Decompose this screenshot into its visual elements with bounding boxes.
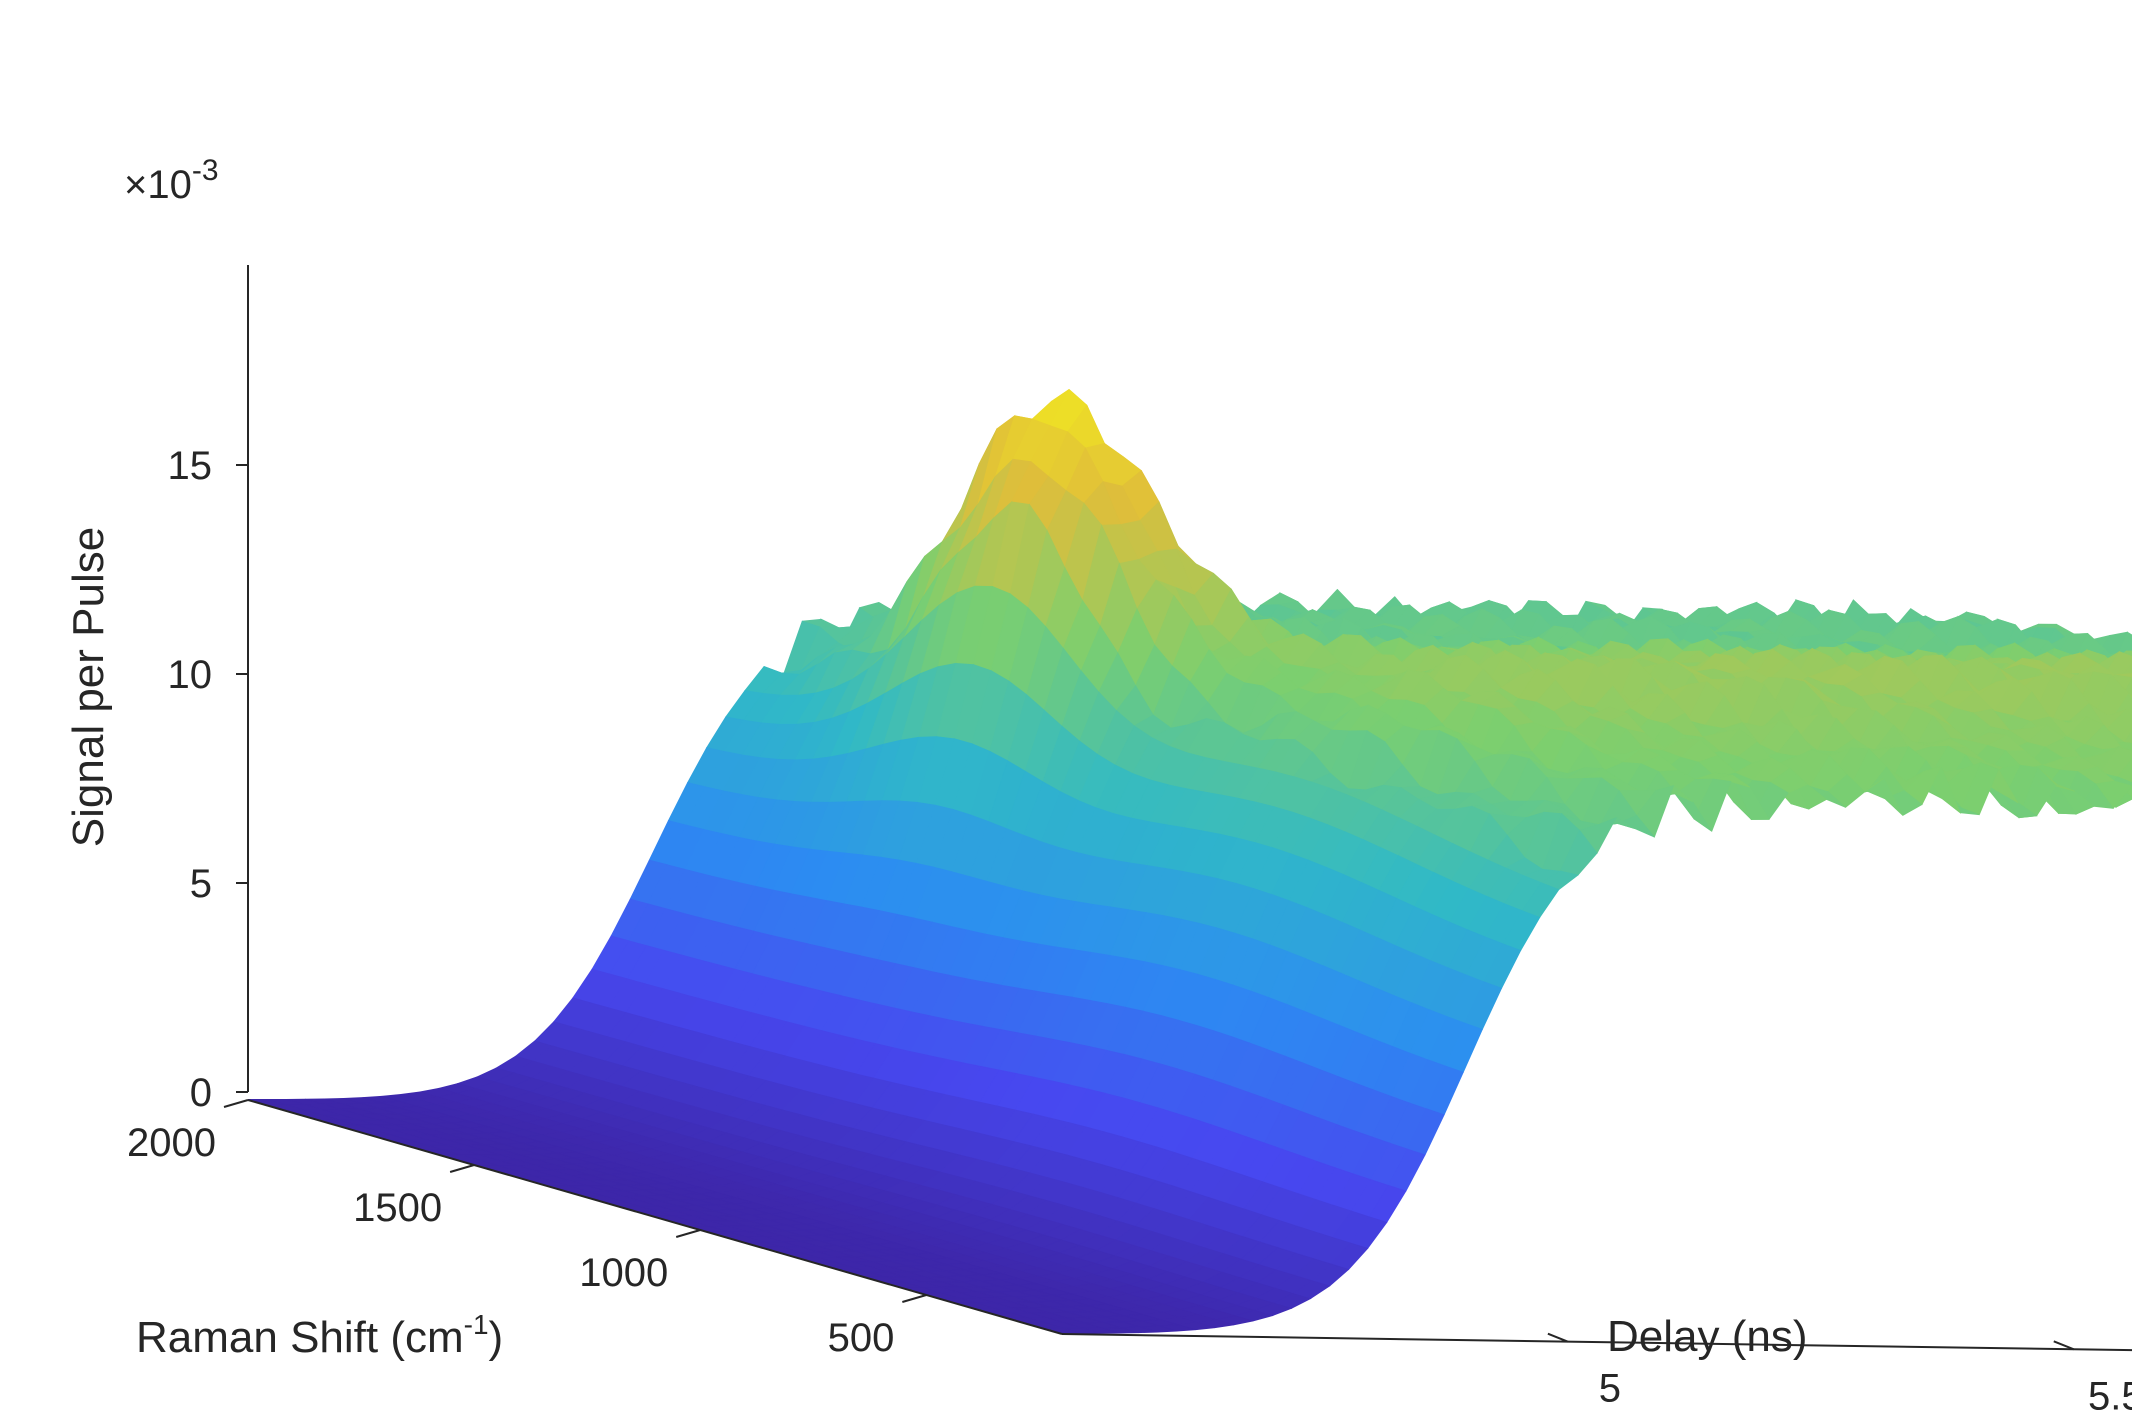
raman-tick-label: 1500 <box>353 1186 442 1230</box>
z-axis-exponent-power: -3 <box>192 154 219 187</box>
delay-tick-mark <box>1547 1332 1569 1343</box>
raman-tick-label: 1000 <box>579 1251 668 1295</box>
surface-patch <box>1317 588 1356 611</box>
raman-tick-mark <box>675 1229 701 1238</box>
raman-tick-mark <box>223 1099 249 1108</box>
z-axis-exponent: ×10-3 <box>124 154 219 207</box>
delay-axis-title: Delay (ns) <box>1607 1312 1808 1361</box>
z-axis-title: Signal per Pulse <box>64 527 113 847</box>
z-tick-label: 15 <box>168 444 213 488</box>
delay-tick-label: 5 <box>1599 1367 1621 1411</box>
z-axis-exponent-base: ×10 <box>124 163 192 207</box>
delay-axis-line <box>1061 1333 2132 1352</box>
z-tick-label: 5 <box>190 862 212 906</box>
raman-tick-mark <box>449 1164 475 1173</box>
delay-tick-mark <box>2053 1340 2075 1351</box>
surface-patch <box>2123 730 2132 744</box>
raman-tick-label: 2000 <box>127 1121 216 1165</box>
delay-tick-label: 5.5 <box>2088 1374 2132 1416</box>
surface-mesh <box>247 388 2132 1334</box>
raman-axis-title-exponent: -1 <box>464 1309 489 1340</box>
raman-axis-title-main: Raman Shift (cm <box>136 1313 464 1362</box>
raman-axis-title: Raman Shift (cm-1) <box>136 1309 503 1362</box>
raman-tick-mark <box>902 1294 927 1303</box>
z-tick-label: 10 <box>168 653 213 697</box>
raman-axis-title-end: ) <box>489 1313 504 1362</box>
z-tick-label: 0 <box>190 1071 212 1115</box>
raman-tick-label: 500 <box>828 1316 895 1360</box>
